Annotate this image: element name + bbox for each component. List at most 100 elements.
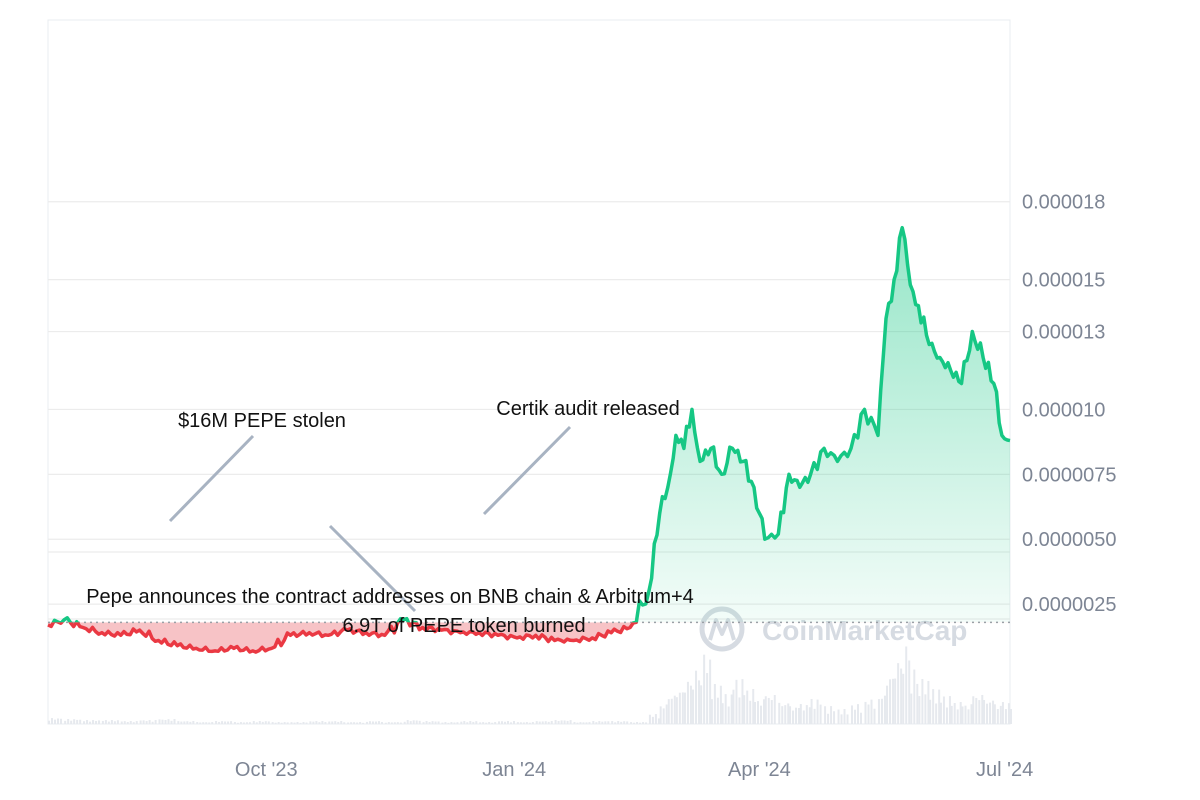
volume-bar — [908, 660, 911, 724]
volume-bar — [657, 718, 660, 724]
volume-bar — [242, 722, 245, 724]
volume-bar — [961, 706, 964, 724]
volume-bar — [466, 722, 469, 724]
volume-bar — [981, 694, 984, 724]
volume-bar — [1001, 702, 1004, 724]
price-line-below — [47, 622, 639, 654]
volume-bar — [252, 721, 255, 724]
volume-bar — [686, 681, 689, 724]
volume-bar — [932, 689, 935, 724]
volume-bar — [101, 720, 104, 724]
volume-bar — [633, 722, 636, 724]
volume-bar — [816, 699, 819, 724]
volume-bar — [488, 722, 491, 724]
volume-bar — [299, 722, 302, 724]
y-tick-label: 0.000010 — [1022, 399, 1105, 421]
volume-bar — [902, 673, 905, 724]
volume-bar — [180, 721, 183, 724]
volume-bar — [261, 721, 264, 724]
volume-bar — [860, 712, 863, 724]
volume-bar — [89, 721, 92, 724]
volume-bar — [840, 714, 843, 724]
volume-bar — [211, 722, 214, 724]
volume-bar — [883, 695, 886, 724]
volume-bar — [683, 692, 686, 724]
volume-bar — [732, 689, 735, 724]
volume-bar — [741, 679, 744, 724]
volume-bar — [86, 720, 89, 724]
volume-bar — [359, 722, 362, 724]
volume-bar — [460, 721, 463, 724]
y-tick-label: 0.0000050 — [1022, 529, 1117, 551]
volume-bar — [218, 721, 221, 724]
volume-bar — [938, 689, 941, 724]
volume-bar — [910, 693, 913, 724]
volume-bar — [286, 722, 289, 724]
volume-bar — [161, 719, 164, 724]
volume-bar — [706, 673, 709, 724]
volume-bar — [129, 721, 132, 724]
volume-bar — [148, 720, 151, 724]
volume-bar — [120, 721, 123, 724]
volume-bar — [399, 722, 402, 724]
volume-bar — [798, 707, 801, 724]
volume-bar — [760, 705, 763, 724]
volume-bar — [334, 721, 337, 724]
volume-bar — [525, 722, 528, 724]
volume-bar — [595, 722, 598, 724]
volume-bar — [456, 722, 459, 724]
volume-bar — [309, 721, 312, 724]
volume-bar — [778, 702, 781, 724]
volume-bar — [343, 722, 346, 724]
volume-bar — [924, 694, 927, 724]
volume-bar — [639, 722, 642, 724]
volume-bar — [528, 722, 531, 724]
volume-bar — [598, 721, 601, 724]
volume-bar — [142, 720, 145, 724]
volume-bar — [151, 721, 154, 724]
volume-bar — [601, 721, 604, 724]
volume-bar — [813, 708, 816, 724]
price-line-above — [51, 225, 1011, 623]
volume-bar — [233, 722, 236, 724]
volume-bar — [563, 720, 566, 724]
volume-bar — [681, 692, 684, 724]
volume-bar — [550, 721, 553, 724]
volume-bar — [380, 722, 383, 724]
volume-bar — [986, 703, 989, 724]
volume-bar — [795, 707, 798, 724]
volume-bar — [501, 721, 504, 724]
volume-bar — [507, 721, 510, 724]
volume-bar — [614, 722, 617, 724]
volume-bar — [724, 694, 727, 724]
volume-bar — [810, 699, 813, 724]
volume-bar — [255, 722, 258, 724]
volume-bar — [767, 697, 770, 724]
volume-bar — [67, 719, 70, 724]
volume-bar — [651, 716, 654, 724]
volume-bar — [264, 721, 267, 724]
volume-bar — [258, 721, 261, 724]
volume-bar — [453, 722, 456, 724]
event-annotations: $16M PEPE stolen Certik audit released Pep… — [86, 398, 694, 637]
price-area-fills — [48, 227, 1010, 653]
volume-bar — [192, 721, 195, 724]
volume-bar — [469, 721, 472, 724]
volume-bar — [274, 722, 277, 724]
volume-bar — [154, 720, 157, 724]
volume-bar — [905, 646, 908, 724]
volume-bar — [573, 722, 576, 724]
volume-bar — [808, 707, 811, 724]
volume-bar — [738, 697, 741, 724]
volume-bar — [239, 722, 242, 724]
volume-bar — [554, 720, 557, 724]
volume-bar — [662, 708, 665, 724]
volume-bar — [365, 721, 368, 724]
volume-bar — [390, 722, 393, 724]
volume-bar — [1007, 703, 1010, 724]
volume-bar — [999, 705, 1002, 724]
volume-bar — [886, 685, 889, 724]
volume-bar — [854, 709, 857, 724]
volume-bar — [491, 722, 494, 724]
volume-bar — [754, 702, 757, 724]
